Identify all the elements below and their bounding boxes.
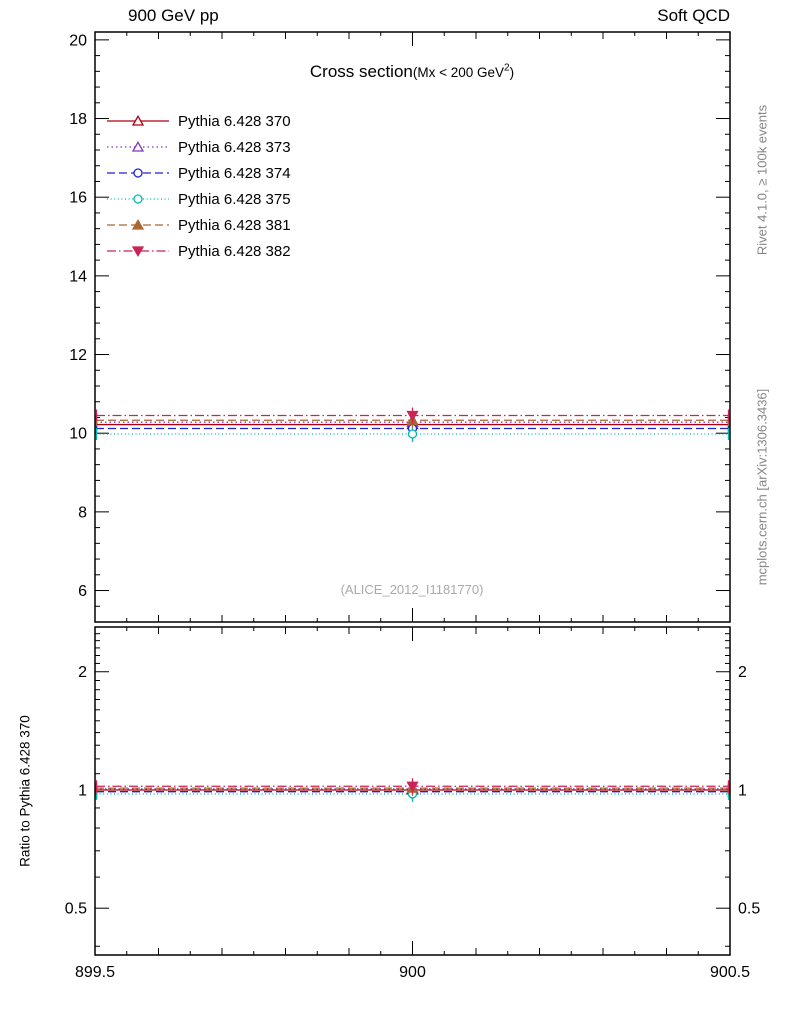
analysis-watermark: (ALICE_2012_I1181770): [340, 582, 484, 597]
observable-title-exponent: 2: [504, 62, 510, 74]
main-panel-frame: [94, 31, 731, 623]
legend-item: Pythia 6.428 381: [106, 212, 291, 238]
legend: Pythia 6.428 370 Pythia 6.428 373 Pythia 6…: [106, 108, 291, 264]
svg-text:0.5: 0.5: [65, 901, 87, 918]
series-lines: [95, 409, 730, 800]
svg-text:8: 8: [78, 504, 87, 521]
svg-text:12: 12: [69, 347, 87, 364]
observable-title-close: ): [509, 65, 515, 80]
data-marker: [131, 140, 145, 152]
legend-sample: [107, 246, 169, 258]
svg-text:20: 20: [69, 32, 87, 49]
svg-text:899.5: 899.5: [75, 964, 115, 981]
svg-text:6: 6: [78, 583, 87, 600]
svg-text:10: 10: [69, 426, 87, 443]
ratio-axis-label: Ratio to Pythia 6.428 370: [17, 715, 33, 867]
svg-text:2: 2: [738, 664, 747, 681]
svg-text:14: 14: [69, 268, 87, 285]
legend-sample: [107, 168, 169, 178]
legend-label: Pythia 6.428 374: [178, 164, 291, 182]
ratio-panel-frame: [94, 626, 731, 956]
data-markers: [406, 407, 419, 802]
svg-text:1: 1: [738, 782, 747, 799]
observable-title-main: Cross section: [309, 62, 413, 81]
legend-label: Pythia 6.428 375: [178, 190, 291, 208]
data-marker: [131, 218, 145, 230]
svg-text:1: 1: [78, 782, 87, 799]
legend-sample: [107, 194, 169, 204]
mcplots-reference-label: mcplots.cern.ch [arXiv:1306.3436]: [754, 388, 770, 586]
rivet-version-label: Rivet 4.1.0, ≥ 100k events: [754, 104, 770, 256]
legend-label: Pythia 6.428 373: [178, 138, 291, 156]
legend-label: Pythia 6.428 382: [178, 242, 291, 260]
data-marker: [131, 246, 145, 258]
legend-sample: [107, 140, 169, 152]
legend-label: Pythia 6.428 370: [178, 112, 291, 130]
svg-text:18: 18: [69, 111, 87, 128]
observable-title-cut: (Mx < 200 GeV: [412, 65, 505, 80]
legend-item: Pythia 6.428 382: [106, 238, 291, 264]
data-marker: [133, 168, 143, 178]
legend-label: Pythia 6.428 381: [178, 216, 291, 234]
data-marker: [131, 114, 145, 126]
svg-text:2: 2: [78, 664, 87, 681]
svg-text:0.5: 0.5: [738, 901, 760, 918]
data-marker: [406, 410, 419, 422]
svg-text:900.5: 900.5: [710, 964, 750, 981]
process-group-title: Soft QCD: [657, 6, 730, 25]
data-marker: [406, 781, 419, 793]
beam-energy-title: 900 GeV pp: [128, 6, 219, 25]
legend-item: Pythia 6.428 375: [106, 186, 291, 212]
svg-text:900: 900: [399, 964, 426, 981]
legend-sample: [107, 218, 169, 230]
legend-item: Pythia 6.428 373: [106, 134, 291, 160]
legend-sample: [107, 114, 169, 126]
observable-title: Cross section(Mx < 200 GeV2): [310, 62, 514, 82]
legend-item: Pythia 6.428 374: [106, 160, 291, 186]
svg-text:16: 16: [69, 190, 87, 207]
legend-item: Pythia 6.428 370: [106, 108, 291, 134]
data-marker: [133, 194, 143, 204]
data-marker: [407, 429, 418, 439]
